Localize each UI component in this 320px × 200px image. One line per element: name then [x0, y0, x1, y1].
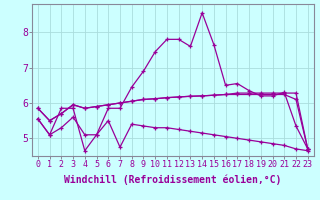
X-axis label: Windchill (Refroidissement éolien,°C): Windchill (Refroidissement éolien,°C) — [64, 175, 282, 185]
